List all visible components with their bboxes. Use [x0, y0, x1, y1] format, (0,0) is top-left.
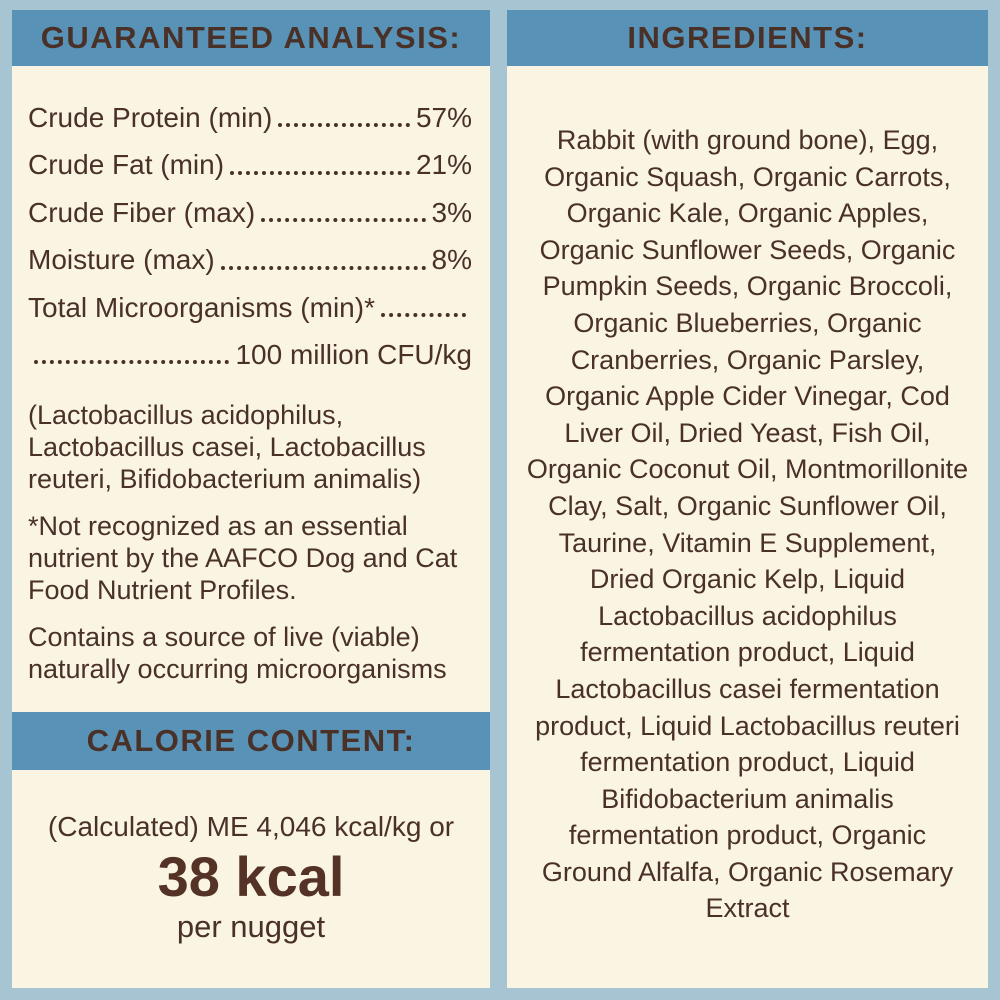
dot-leader — [34, 360, 230, 365]
analysis-row: Total Microorganisms (min)* — [28, 291, 472, 323]
analysis-note: (Lactobacillus acidophilus, Lactobacillu… — [28, 400, 426, 495]
ingredients-text: Rabbit (with ground bone), Egg, Organic … — [526, 125, 969, 924]
calorie-content-header-bar: CALORIE CONTENT: — [12, 712, 490, 770]
analysis-rows: Crude Protein (min) 57% Crude Fat (min) 21%… — [28, 102, 472, 370]
analysis-label: Total Microorganisms (min)* — [28, 291, 375, 323]
ingredients-title: INGREDIENTS: — [627, 20, 868, 55]
ingredients-panel: Rabbit (with ground bone), Egg, Organic … — [507, 66, 988, 988]
right-column: INGREDIENTS: Rabbit (with ground bone), … — [507, 10, 988, 988]
calorie-content-title: CALORIE CONTENT: — [86, 723, 416, 758]
calorie-big-value: 38 kcal — [157, 845, 345, 908]
analysis-row: Crude Fat (min) 21% — [28, 149, 472, 181]
guaranteed-analysis-panel: Crude Protein (min) 57% Crude Fat (min) 21%… — [12, 66, 490, 712]
analysis-row: Moisture (max) 8% — [28, 244, 472, 276]
ingredients-header-bar: INGREDIENTS: — [507, 10, 988, 66]
analysis-label: Crude Fiber (max) — [28, 196, 256, 228]
analysis-note: Contains a source of live (viable) natur… — [28, 622, 447, 685]
analysis-value: 3% — [431, 196, 472, 228]
calorie-content-panel: (Calculated) ME 4,046 kcal/kg or 38 kcal… — [12, 770, 490, 988]
guaranteed-analysis-header-bar: GUARANTEED ANALYSIS: — [12, 10, 490, 66]
analysis-row: Crude Fiber (max) 3% — [28, 196, 472, 228]
calorie-me-line: (Calculated) ME 4,046 kcal/kg or — [47, 811, 455, 842]
analysis-label: Crude Protein (min) — [28, 102, 273, 133]
analysis-row: 100 million CFU/kg — [28, 340, 472, 369]
analysis-label: Moisture (max) — [28, 244, 215, 276]
analysis-value: 57% — [415, 102, 472, 133]
dot-leader — [230, 170, 410, 175]
analysis-notes: (Lactobacillus acidophilus, Lactobacillu… — [28, 399, 472, 685]
dot-leader — [380, 312, 466, 317]
analysis-value: 100 million CFU/kg — [235, 338, 472, 370]
left-column: GUARANTEED ANALYSIS: Crude Protein (min)… — [12, 10, 490, 988]
calorie-per-nugget-line: per nugget — [176, 909, 326, 944]
analysis-value: 8% — [431, 244, 472, 276]
analysis-label: Crude Fat (min) — [28, 149, 225, 181]
dot-leader — [220, 265, 426, 270]
analysis-row: Crude Protein (min) 57% — [28, 102, 472, 133]
guaranteed-analysis-title: GUARANTEED ANALYSIS: — [40, 20, 462, 55]
analysis-note: *Not recognized as an essential nutrient… — [28, 511, 458, 606]
dot-leader — [261, 218, 426, 223]
analysis-value: 21% — [415, 149, 472, 181]
dot-leader — [278, 123, 410, 128]
